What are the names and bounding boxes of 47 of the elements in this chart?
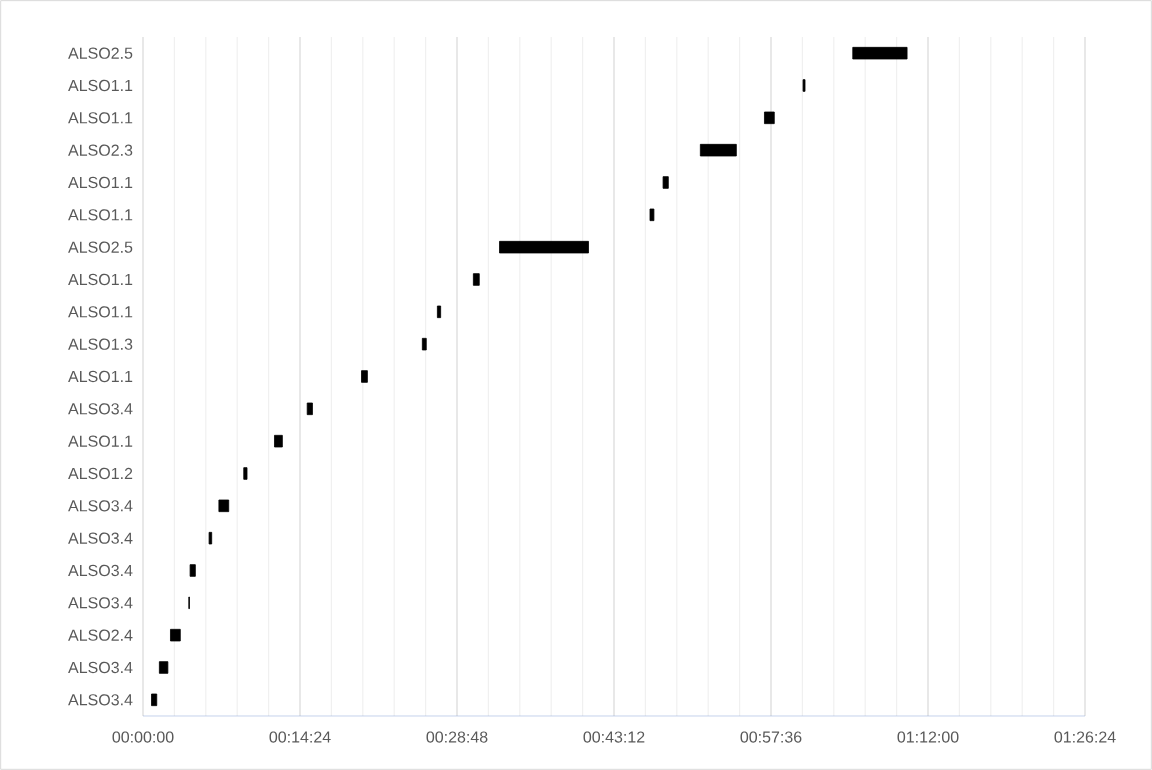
bar xyxy=(499,240,589,254)
bar xyxy=(306,402,313,416)
bar xyxy=(243,467,248,480)
y-tick-label: ALSO1.1 xyxy=(68,273,133,286)
x-tick-label: 00:14:24 xyxy=(269,731,331,743)
y-tick-label: ALSO3.4 xyxy=(68,500,133,512)
x-tick-label: 00:00:00 xyxy=(112,731,174,743)
x-tick-label: 01:26:24 xyxy=(1054,731,1116,743)
bar xyxy=(274,434,283,448)
y-tick-label: ALSO2.4 xyxy=(68,629,133,641)
y-tick-label: ALSO3.4 xyxy=(68,564,133,577)
bar xyxy=(361,370,368,383)
y-tick-label: ALSO1.3 xyxy=(68,338,133,350)
bar xyxy=(151,693,158,707)
bar xyxy=(218,499,230,513)
bar xyxy=(649,208,655,222)
bar xyxy=(208,531,213,545)
y-tick-label: ALSO3.4 xyxy=(68,597,133,609)
bar xyxy=(436,305,442,319)
y-tick-label: ALSO2.5 xyxy=(68,241,133,253)
y-tick-label: ALSO1.1 xyxy=(68,435,133,447)
y-tick-label: ALSO3.4 xyxy=(68,532,133,544)
x-tick-label: 00:28:48 xyxy=(426,731,488,743)
x-tick-label: 00:43:12 xyxy=(583,731,645,743)
x-tick-label: 01:12:00 xyxy=(897,731,959,743)
x-tick-label: 00:57:36 xyxy=(740,731,802,743)
bar xyxy=(852,46,908,60)
y-tick-label: ALSO1.1 xyxy=(68,79,133,92)
y-tick-label: ALSO1.1 xyxy=(68,306,133,318)
y-tick-label: ALSO1.2 xyxy=(68,467,133,480)
y-tick-label: ALSO1.1 xyxy=(68,209,133,221)
y-tick-label: ALSO1.1 xyxy=(68,370,133,383)
y-tick-label: ALSO3.4 xyxy=(68,403,133,415)
bar xyxy=(699,143,737,157)
y-tick-label: ALSO2.5 xyxy=(68,47,133,59)
bar xyxy=(472,273,480,286)
y-tick-label: ALSO3.4 xyxy=(68,661,133,674)
bar xyxy=(170,628,181,642)
y-tick-label: ALSO1.1 xyxy=(68,112,133,124)
bar xyxy=(662,176,669,189)
y-tick-label: ALSO3.4 xyxy=(68,694,133,706)
bar xyxy=(764,111,775,125)
y-tick-label: ALSO2.3 xyxy=(68,144,133,156)
y-tick-label: ALSO1.1 xyxy=(68,176,133,189)
bar xyxy=(189,564,196,577)
bar xyxy=(421,337,427,351)
bar xyxy=(158,661,169,674)
